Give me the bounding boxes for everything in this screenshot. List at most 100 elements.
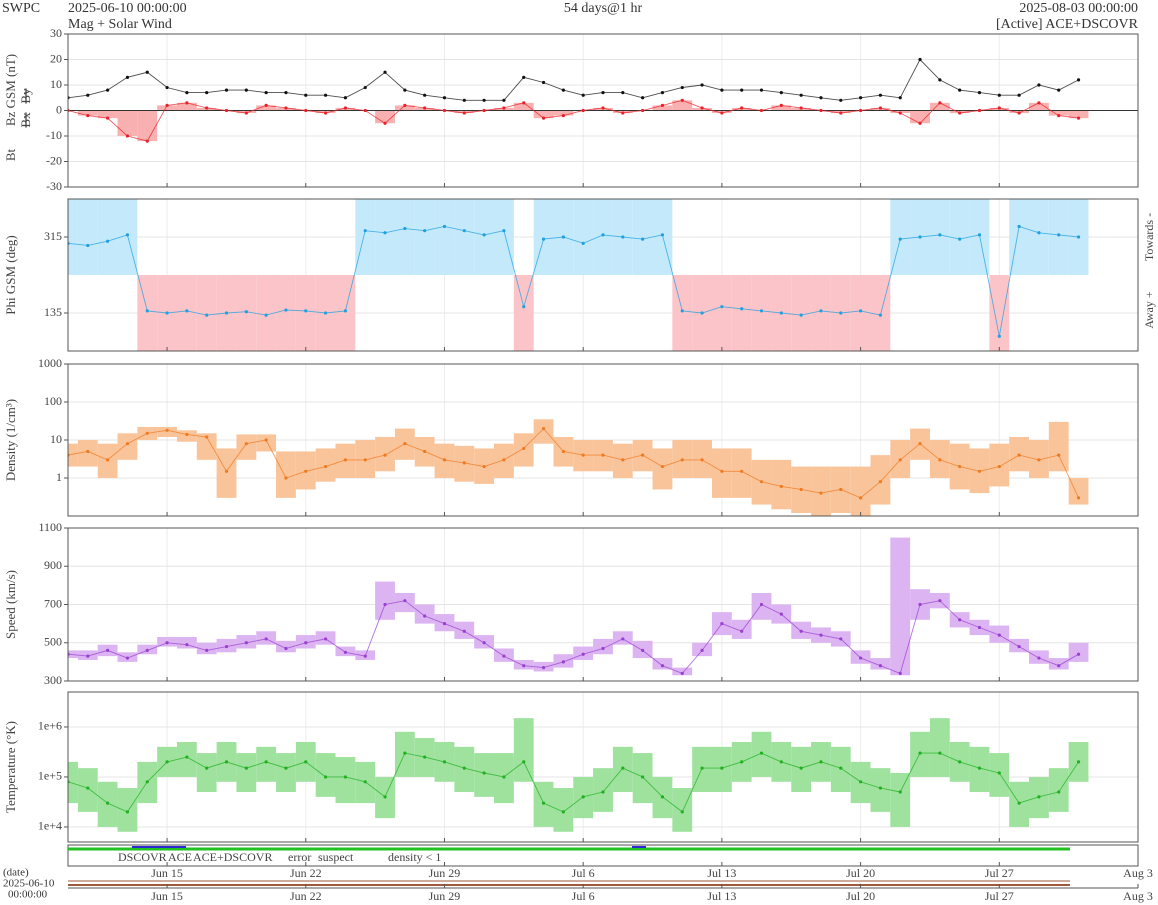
data-point (244, 310, 248, 314)
data-point (343, 775, 348, 779)
data-point (423, 229, 427, 233)
axis-label-extra: By (18, 88, 33, 104)
data-point (918, 235, 922, 239)
data-point (601, 91, 605, 95)
data-point (819, 96, 823, 100)
series-line (68, 600, 1079, 674)
data-point (641, 108, 645, 113)
data-point (125, 233, 130, 237)
quality-legend: error (288, 850, 311, 864)
data-point (482, 641, 486, 645)
range-band (77, 440, 98, 467)
data-point (304, 108, 308, 113)
y-axis-label: Temperature (°K) (3, 721, 18, 813)
data-point (878, 93, 883, 97)
range-band (751, 593, 772, 620)
data-point (1037, 795, 1041, 799)
panel-frame (67, 527, 1139, 682)
panel (68, 199, 1138, 351)
data-point (304, 641, 308, 645)
bz-fill (1068, 110, 1089, 119)
data-point (977, 766, 982, 770)
range-band (117, 433, 138, 460)
bz-fill (1029, 102, 1049, 111)
data-point (561, 810, 565, 814)
data-point (799, 106, 803, 110)
y-tick-label: 1100 (38, 520, 62, 534)
date-tick-label: Jun 29 (429, 866, 461, 880)
data-point (819, 108, 823, 113)
data-point (1057, 233, 1061, 237)
y-axis-label: Speed (km/s) (3, 570, 18, 639)
data-point (383, 602, 387, 607)
data-point (700, 311, 704, 315)
data-point (145, 139, 149, 143)
data-point (641, 96, 645, 100)
sector-label: Towards - (1142, 213, 1156, 261)
data-point (938, 233, 942, 237)
data-point (958, 237, 962, 241)
data-point (1017, 93, 1021, 97)
data-point (482, 464, 486, 469)
data-point (740, 629, 744, 633)
data-point (621, 637, 625, 641)
data-point (423, 449, 427, 454)
data-point (1037, 101, 1041, 105)
data-point (423, 93, 427, 97)
data-point (403, 442, 407, 446)
y-tick-label: 30 (50, 26, 62, 40)
data-point (839, 766, 843, 770)
range-band (731, 619, 752, 639)
data-point (125, 656, 130, 660)
data-point (482, 108, 486, 113)
data-point (858, 656, 863, 660)
range-band (315, 753, 336, 797)
sector-shade (791, 275, 812, 351)
data-point (839, 111, 843, 115)
data-point (502, 775, 506, 779)
data-point (244, 766, 248, 770)
data-point (363, 654, 367, 658)
data-point (522, 446, 526, 451)
data-point (462, 98, 466, 102)
data-point (740, 88, 744, 92)
date-tick-label: Jul 6 (572, 889, 595, 903)
data-point (997, 106, 1001, 110)
data-point (284, 646, 288, 651)
data-point (759, 751, 764, 755)
data-point (165, 428, 169, 432)
sector-shade (137, 275, 158, 351)
data-point (403, 103, 407, 107)
data-point (343, 458, 348, 462)
data-point (601, 790, 605, 794)
data-point (641, 648, 645, 653)
data-point (779, 484, 783, 489)
range-band (652, 658, 673, 670)
data-point (343, 106, 348, 110)
data-point (323, 111, 328, 115)
data-point (541, 116, 546, 120)
range-band (68, 443, 78, 467)
data-point (779, 91, 783, 95)
date-tick-label: Jun 22 (290, 866, 322, 880)
data-point (779, 760, 783, 764)
panel-frame (67, 691, 1139, 843)
sector-shade (375, 199, 395, 275)
y-tick-label: 1e+5 (38, 769, 62, 783)
series-line (68, 58, 1079, 101)
y-tick-label: -30 (46, 179, 62, 193)
y-tick-label: 10 (50, 432, 62, 446)
data-point (145, 648, 149, 653)
date-tick-label: Jun 29 (429, 889, 461, 903)
range-band (394, 593, 415, 613)
data-point (601, 233, 605, 237)
status: [Active] ACE+DSCOVR (996, 17, 1139, 32)
range-band (335, 757, 356, 804)
sector-shade (652, 199, 673, 275)
data-point (977, 469, 982, 473)
y-tick-label: 100 (44, 394, 62, 408)
data-point (86, 243, 90, 248)
data-point (680, 98, 684, 102)
panel-frame (67, 198, 1139, 352)
